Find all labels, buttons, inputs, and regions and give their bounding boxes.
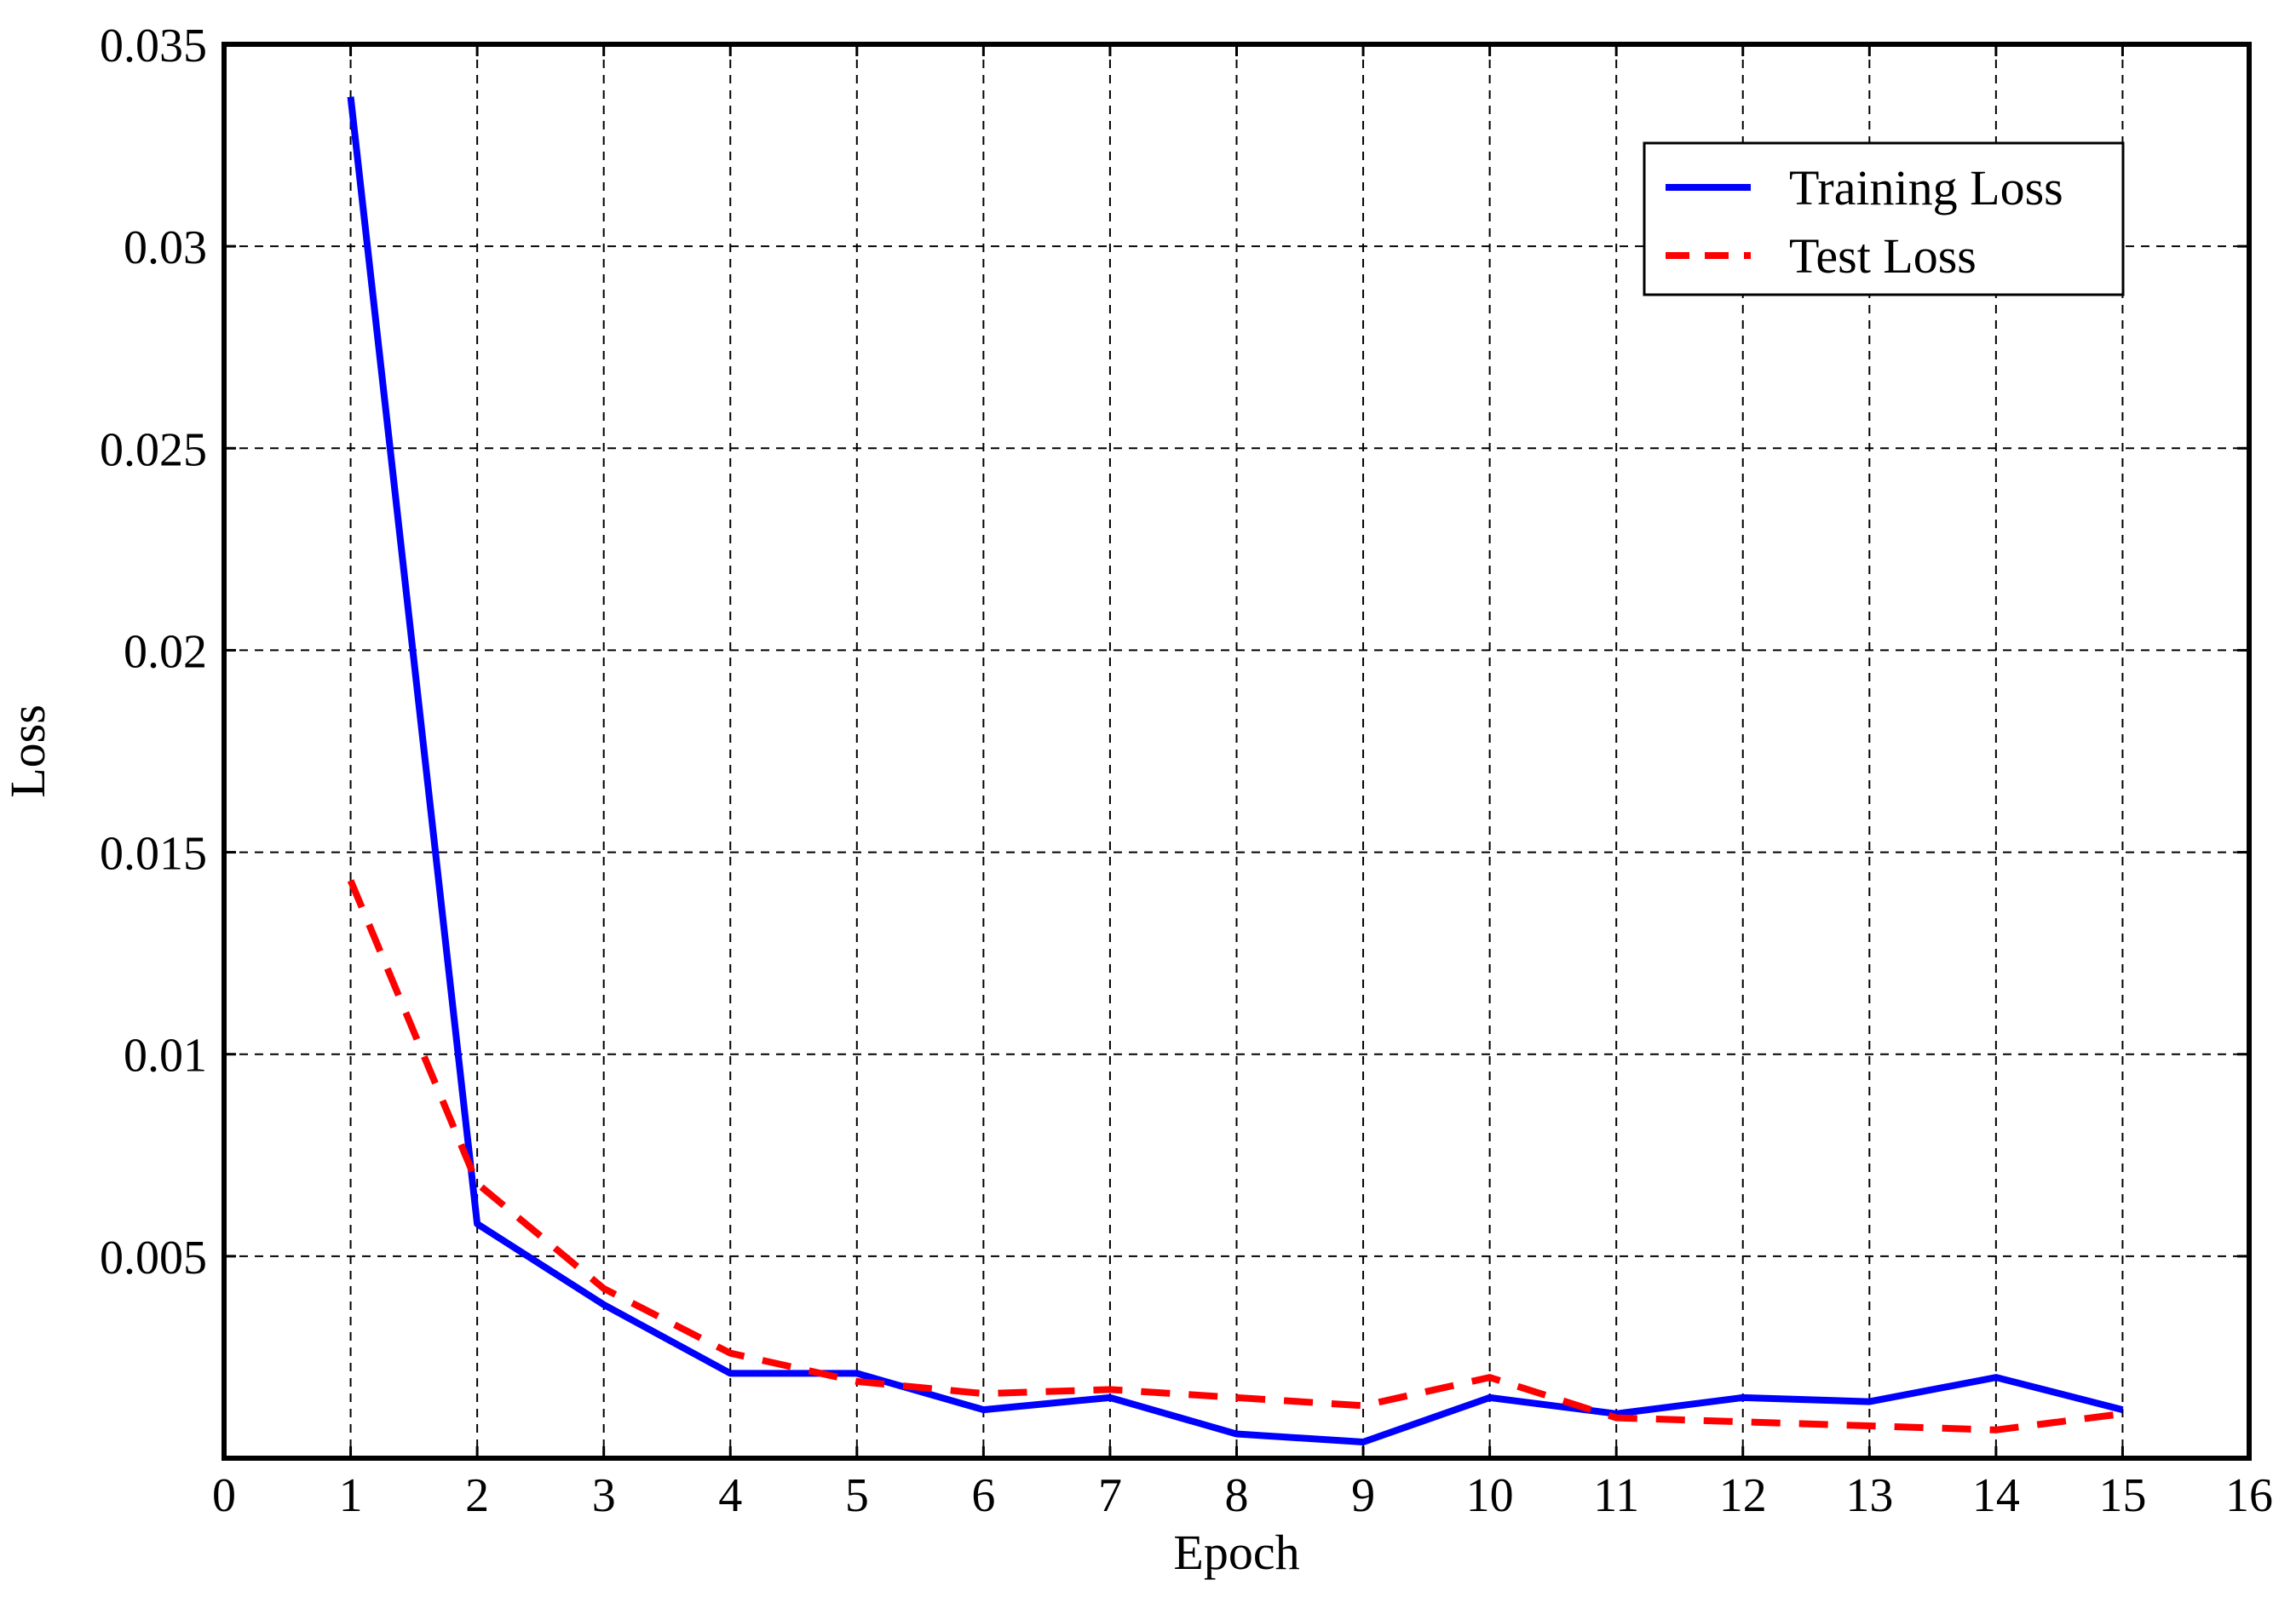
x-tick-label: 0 <box>212 1469 236 1522</box>
x-tick-label: 11 <box>1593 1469 1639 1522</box>
x-tick-label: 9 <box>1351 1469 1375 1522</box>
series-layer <box>347 96 2124 1446</box>
x-axis-label: Epoch <box>1173 1525 1299 1580</box>
x-tick-label: 13 <box>1845 1469 1893 1522</box>
x-tick-label: 1 <box>339 1469 363 1522</box>
x-tick-label: 3 <box>592 1469 616 1522</box>
legend: Training Loss Test Loss <box>1643 141 2125 296</box>
y-tick-label: 0.02 <box>124 625 207 678</box>
x-tick-label: 6 <box>971 1469 995 1522</box>
y-tick-label: 0.005 <box>100 1232 207 1284</box>
x-tick-label: 14 <box>1972 1469 2020 1522</box>
y-tick-label: 0.015 <box>100 828 207 881</box>
legend-label-training-loss: Training Loss <box>1789 160 2063 215</box>
y-axis-label: Loss <box>0 704 55 798</box>
x-tick-label: 16 <box>2225 1469 2273 1522</box>
x-tick-label: 7 <box>1098 1469 1122 1522</box>
x-tick-label: 12 <box>1719 1469 1767 1522</box>
axis-ticks <box>222 43 2251 1458</box>
legend-label-test-loss: Test Loss <box>1789 228 1977 284</box>
y-tick-label: 0.01 <box>124 1030 207 1083</box>
y-tick-label: 0.03 <box>124 221 207 274</box>
x-tick-label: 2 <box>465 1469 489 1522</box>
x-tick-label: 10 <box>1466 1469 1514 1522</box>
y-tick-label: 0.025 <box>100 423 207 476</box>
legend-box <box>1643 141 2125 296</box>
x-tick-label: 4 <box>718 1469 742 1522</box>
x-tick-label: 15 <box>2098 1469 2146 1522</box>
y-tick-label: 0.035 <box>100 20 207 72</box>
tick-labels: 0 1 2 3 4 5 6 7 8 9 10 11 12 13 14 15 160.0050.010.0150.… <box>100 20 2273 1522</box>
x-tick-label: 8 <box>1225 1469 1249 1522</box>
x-tick-label: 5 <box>845 1469 869 1522</box>
